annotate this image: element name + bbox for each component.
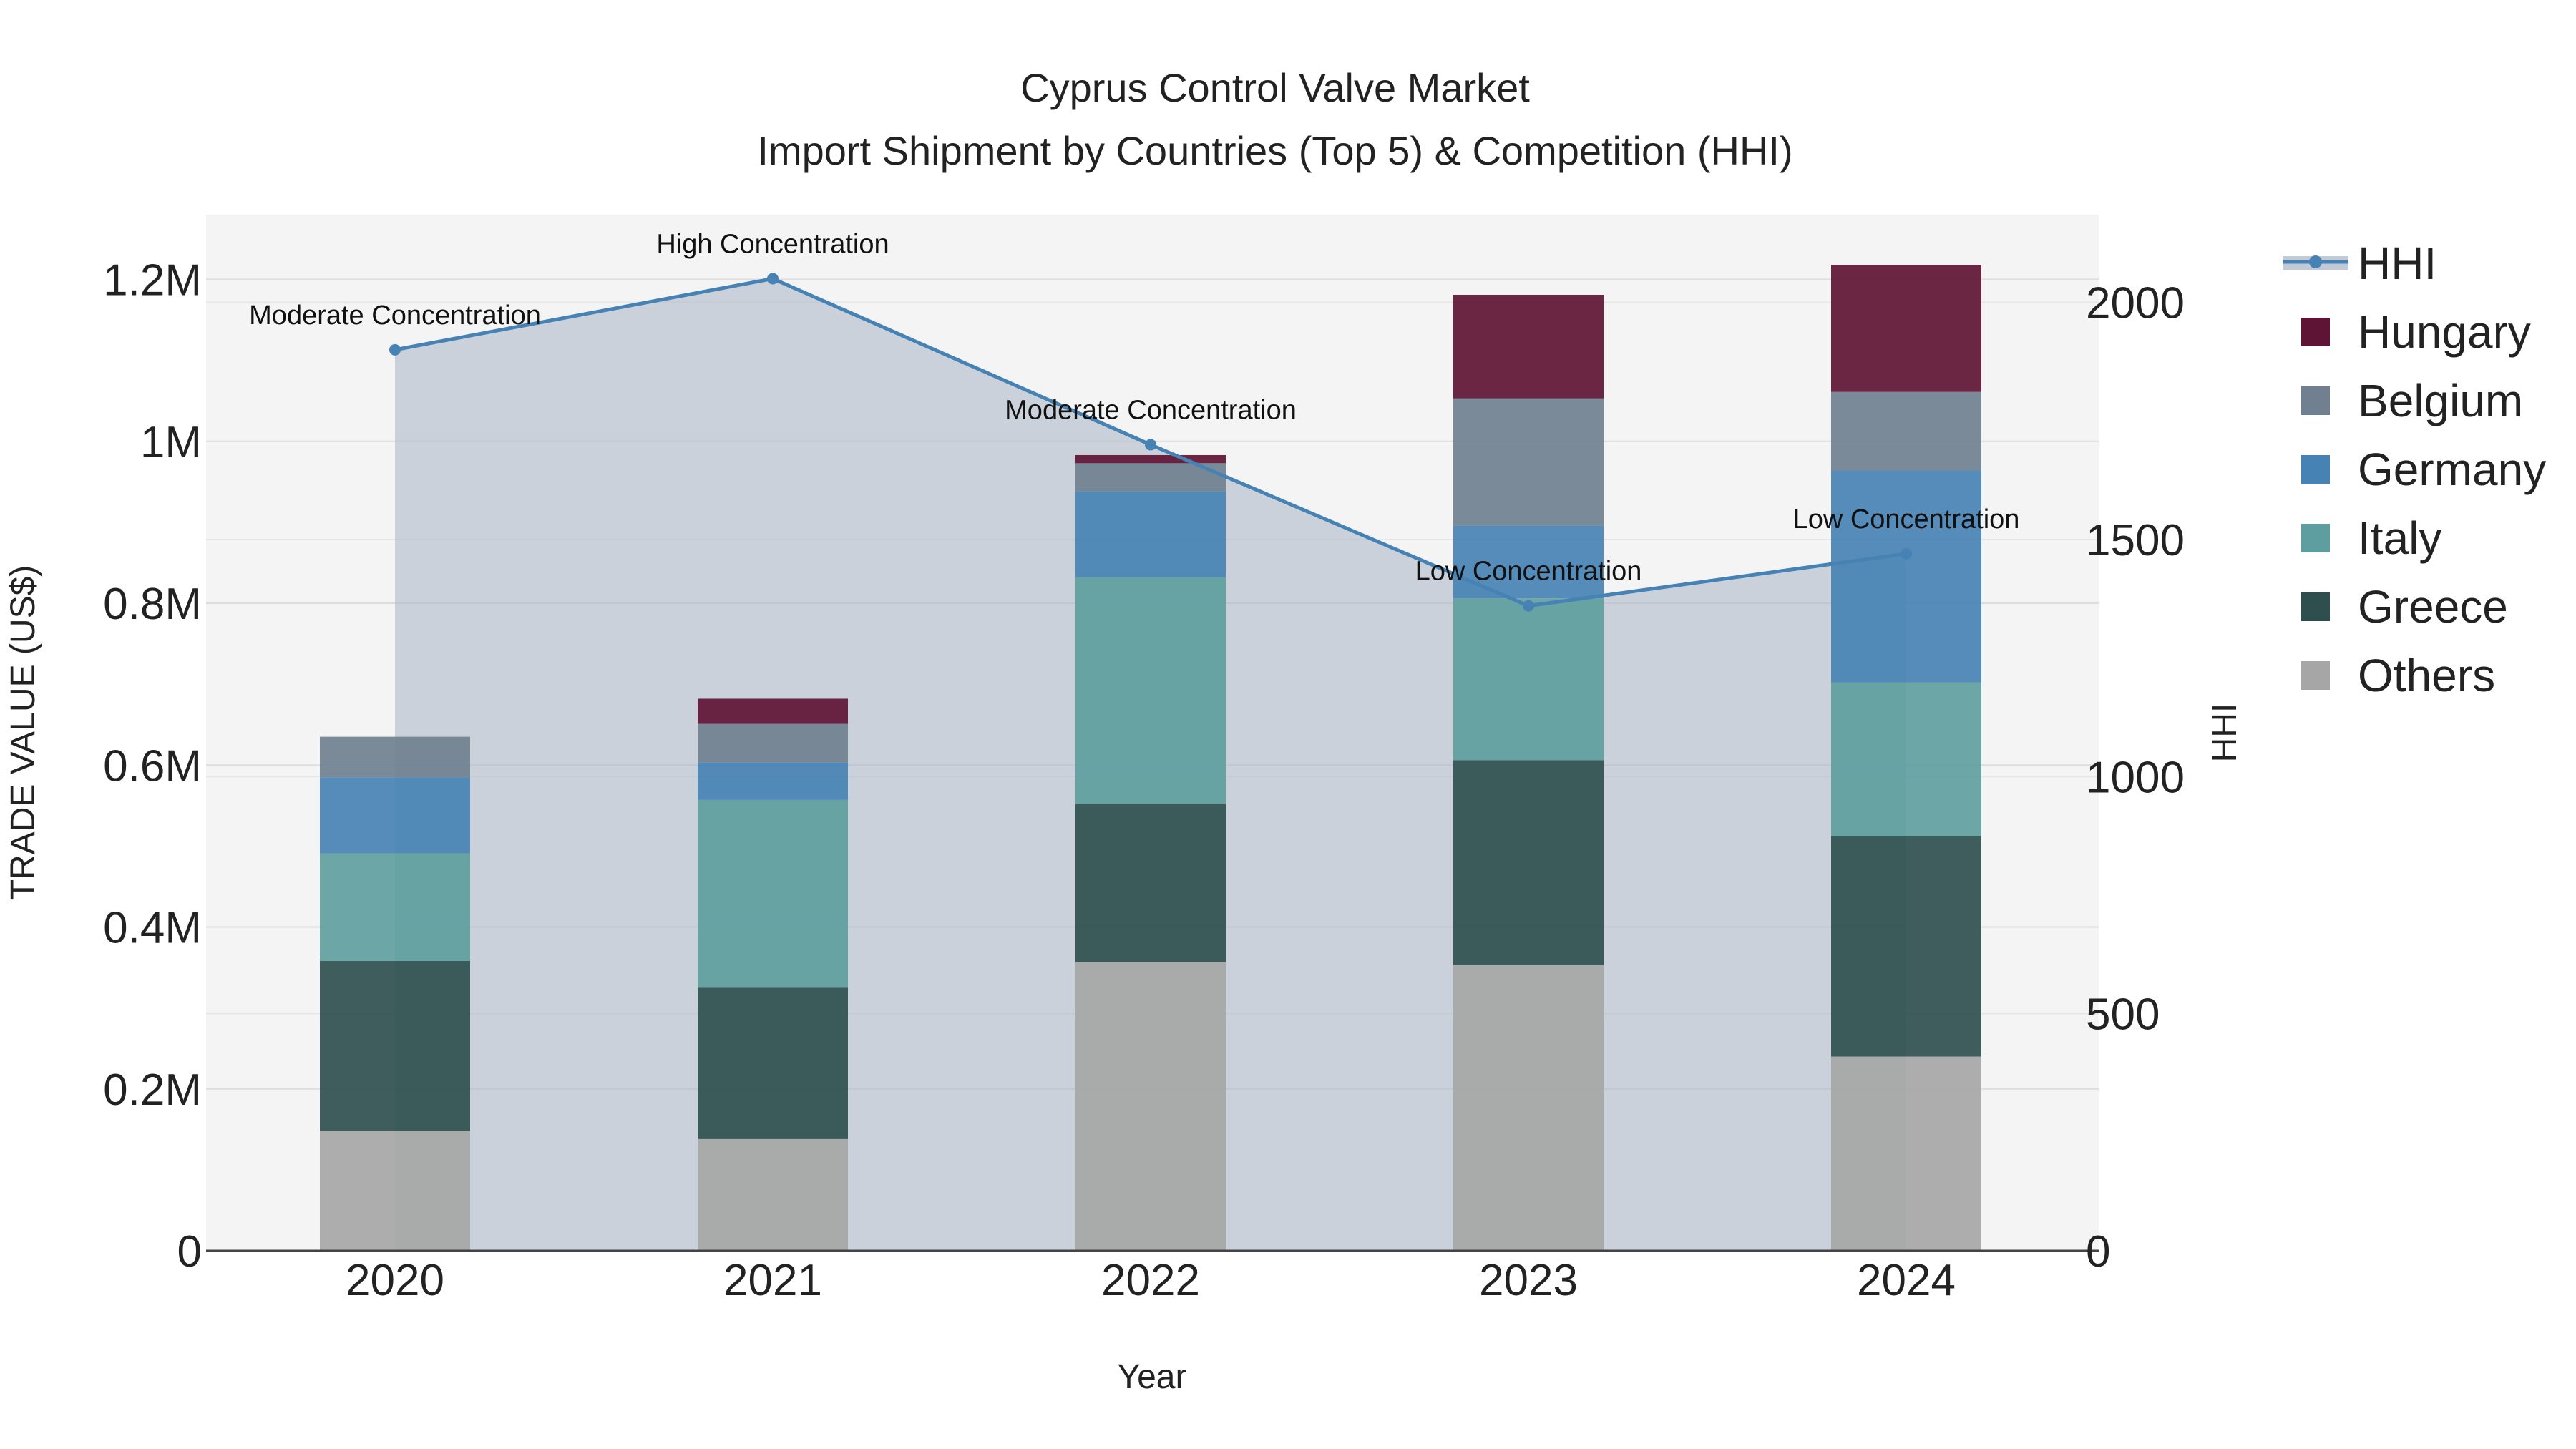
bar-greece-2024 <box>1831 836 1981 1057</box>
bar-hungary-2023 <box>1453 294 1604 399</box>
y2-tick-label: 500 <box>2086 990 2160 1040</box>
legend-item-others: Others <box>2301 650 2495 701</box>
hhi-annotation-2020: Moderate Concentration <box>249 301 541 331</box>
hhi-markers <box>389 273 1912 612</box>
bar-others-2023 <box>1453 965 1604 1251</box>
y-tick-label: 0.4M <box>103 904 202 953</box>
y-tick-label: 1M <box>140 418 202 467</box>
legend-label-greece: Greece <box>2358 581 2508 633</box>
annotations: Moderate Concentration High Concentration… <box>249 229 2019 586</box>
bar-hungary-2022 <box>1075 454 1226 464</box>
bars <box>320 265 1981 1251</box>
hhi-annotation-2023: Low Concentration <box>1415 557 1642 587</box>
bar-italy-2023 <box>1453 598 1604 761</box>
bar-hungary-2021 <box>698 698 848 724</box>
hhi-point-2024 <box>1901 547 1912 560</box>
legend-swatch-greece <box>2301 592 2330 621</box>
legend-swatch-others <box>2301 661 2330 690</box>
legend: HHI Hungary Belgium Germany Italy Greece Other… <box>2283 238 2546 701</box>
y-axis-ticks: 0 0.2M 0.4M 0.6M 0.8M 1M 1.2M <box>103 256 202 1277</box>
chart-subtitle: Import Shipment by Countries (Top 5) & C… <box>757 128 1792 173</box>
y2-tick-label: 2000 <box>2086 279 2185 328</box>
hhi-annotation-2022: Moderate Concentration <box>1005 395 1297 425</box>
legend-item-belgium: Belgium <box>2301 375 2523 426</box>
bar-others-2020 <box>320 1131 470 1251</box>
legend-item-hungary: Hungary <box>2301 306 2531 358</box>
y-axis-title: TRADE VALUE (US$) <box>4 565 42 901</box>
bar-others-2024 <box>1831 1056 1981 1251</box>
y2-tick-label: 1000 <box>2086 753 2185 802</box>
legend-swatch-belgium <box>2301 386 2330 415</box>
bar-germany-2020 <box>320 777 470 854</box>
bar-greece-2023 <box>1453 760 1604 965</box>
bar-greece-2021 <box>698 987 848 1139</box>
x-tick-label: 2021 <box>723 1256 822 1305</box>
legend-item-italy: Italy <box>2301 512 2441 564</box>
legend-swatch-hungary <box>2301 318 2330 346</box>
x-tick-label: 2020 <box>346 1256 444 1305</box>
legend-item-greece: Greece <box>2301 581 2508 633</box>
bar-italy-2022 <box>1075 577 1226 804</box>
legend-swatch-italy <box>2301 524 2330 552</box>
legend-label-hungary: Hungary <box>2358 306 2531 358</box>
bar-belgium-2021 <box>698 723 848 763</box>
bar-belgium-2023 <box>1453 398 1604 526</box>
bar-belgium-2024 <box>1831 391 1981 471</box>
x-axis-title: Year <box>1118 1358 1187 1396</box>
bar-others-2021 <box>698 1138 848 1251</box>
y2-axis-ticks: 0 500 1000 1500 2000 <box>2086 279 2185 1277</box>
bar-greece-2020 <box>320 961 470 1131</box>
legend-item-hhi: HHI <box>2283 238 2436 289</box>
hhi-annotation-2021: High Concentration <box>656 229 889 259</box>
legend-swatch-hhi-marker <box>2309 255 2322 268</box>
legend-item-germany: Germany <box>2301 444 2546 495</box>
bar-germany-2021 <box>698 762 848 800</box>
y-tick-label: 0.8M <box>103 580 202 629</box>
hhi-point-2021 <box>767 273 779 285</box>
x-tick-label: 2023 <box>1479 1256 1578 1305</box>
y-tick-label: 1.2M <box>103 256 202 306</box>
y2-axis-title: HHI <box>2206 703 2244 763</box>
legend-label-belgium: Belgium <box>2358 375 2523 426</box>
legend-label-others: Others <box>2358 650 2495 701</box>
bar-germany-2024 <box>1831 470 1981 683</box>
legend-label-germany: Germany <box>2358 444 2546 495</box>
hhi-annotation-2024: Low Concentration <box>1793 504 2020 535</box>
y-tick-label: 0.2M <box>103 1065 202 1115</box>
bar-belgium-2020 <box>320 736 470 778</box>
y-tick-label: 0.6M <box>103 741 202 791</box>
y2-tick-label: 0 <box>2086 1227 2110 1277</box>
bar-hungary-2024 <box>1831 265 1981 392</box>
bar-others-2022 <box>1075 962 1226 1251</box>
bar-germany-2022 <box>1075 491 1226 577</box>
hhi-point-2022 <box>1145 439 1156 451</box>
y2-tick-label: 1500 <box>2086 516 2185 565</box>
bar-italy-2020 <box>320 853 470 962</box>
legend-label-italy: Italy <box>2358 512 2441 564</box>
legend-label-hhi: HHI <box>2358 238 2436 289</box>
bar-italy-2024 <box>1831 682 1981 836</box>
x-tick-label: 2022 <box>1101 1256 1200 1305</box>
x-tick-label: 2024 <box>1857 1256 1956 1305</box>
bar-italy-2021 <box>698 799 848 988</box>
bar-greece-2022 <box>1075 804 1226 962</box>
x-axis-ticks: 2020 2021 2022 2023 2024 <box>346 1256 1956 1305</box>
legend-swatch-germany <box>2301 455 2330 484</box>
y-tick-label: 0 <box>177 1227 202 1277</box>
hhi-point-2020 <box>389 343 401 356</box>
hhi-point-2023 <box>1523 600 1534 612</box>
chart-title: Cyprus Control Valve Market <box>1020 65 1530 110</box>
